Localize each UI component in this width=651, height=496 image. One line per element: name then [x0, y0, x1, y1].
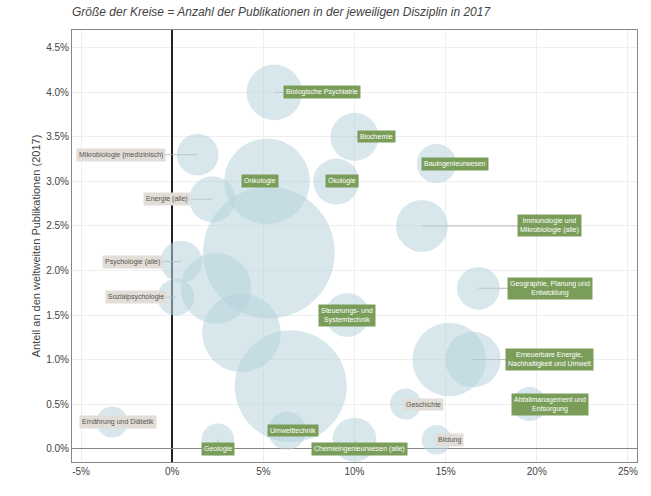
svg-text:Mikrobiologie (medizinisch): Mikrobiologie (medizinisch)	[79, 151, 163, 159]
svg-text:Biologische Psychiatrie: Biologische Psychiatrie	[286, 88, 358, 96]
svg-text:Psychologie (alle): Psychologie (alle)	[105, 258, 160, 266]
svg-text:2.5%: 2.5%	[46, 220, 69, 231]
svg-text:Geschichte: Geschichte	[406, 401, 441, 408]
svg-text:2.0%: 2.0%	[46, 265, 69, 276]
svg-text:Geologie: Geologie	[204, 445, 232, 453]
svg-text:Anteil an den weltweiten Publi: Anteil an den weltweiten Publikationen (…	[30, 135, 42, 358]
svg-text:10%: 10%	[344, 466, 364, 477]
svg-text:Bauingenieurwesen: Bauingenieurwesen	[424, 160, 486, 168]
svg-text:Ökologie: Ökologie	[328, 177, 356, 185]
svg-text:-5%: -5%	[72, 466, 90, 477]
svg-text:20%: 20%	[527, 466, 547, 477]
svg-text:Ernährung und Diätetik: Ernährung und Diätetik	[82, 418, 154, 426]
svg-text:3.0%: 3.0%	[46, 176, 69, 187]
svg-text:0.0%: 0.0%	[46, 443, 69, 454]
svg-text:Energie (alle): Energie (alle)	[146, 195, 188, 203]
svg-text:1.5%: 1.5%	[46, 310, 69, 321]
svg-text:Erneuerbare Energie,Nachhaltig: Erneuerbare Energie,Nachhaltigkeit und U…	[508, 351, 591, 368]
svg-text:Bildung: Bildung	[438, 436, 461, 444]
svg-text:Onkologie: Onkologie	[244, 177, 276, 185]
svg-text:Abfallmanagement undEntsorgung: Abfallmanagement undEntsorgung	[514, 396, 586, 413]
svg-text:Geographie, Planung undEntwick: Geographie, Planung undEntwicklung	[510, 280, 590, 297]
svg-text:Immunologie undMikrobiologie (: Immunologie undMikrobiologie (alle)	[520, 217, 579, 234]
svg-text:Biochemie: Biochemie	[360, 133, 393, 140]
svg-text:Steuerungs- undSystemtechnik: Steuerungs- undSystemtechnik	[321, 307, 373, 324]
svg-text:1.0%: 1.0%	[46, 354, 69, 365]
svg-text:15%: 15%	[436, 466, 456, 477]
svg-text:Sozialpsychologie: Sozialpsychologie	[108, 293, 164, 301]
svg-text:0%: 0%	[165, 466, 180, 477]
svg-text:4.0%: 4.0%	[46, 87, 69, 98]
svg-text:25%: 25%	[618, 466, 638, 477]
svg-text:4.5%: 4.5%	[46, 42, 69, 53]
svg-text:3.5%: 3.5%	[46, 131, 69, 142]
svg-text:5%: 5%	[256, 466, 271, 477]
svg-text:0.5%: 0.5%	[46, 399, 69, 410]
svg-text:Größe der Kreise = Anzahl der: Größe der Kreise = Anzahl der Publikatio…	[72, 5, 491, 19]
svg-text:Umwelttechnik: Umwelttechnik	[270, 427, 316, 434]
svg-text:Chemieingenieurwesen (alle): Chemieingenieurwesen (alle)	[314, 445, 405, 453]
